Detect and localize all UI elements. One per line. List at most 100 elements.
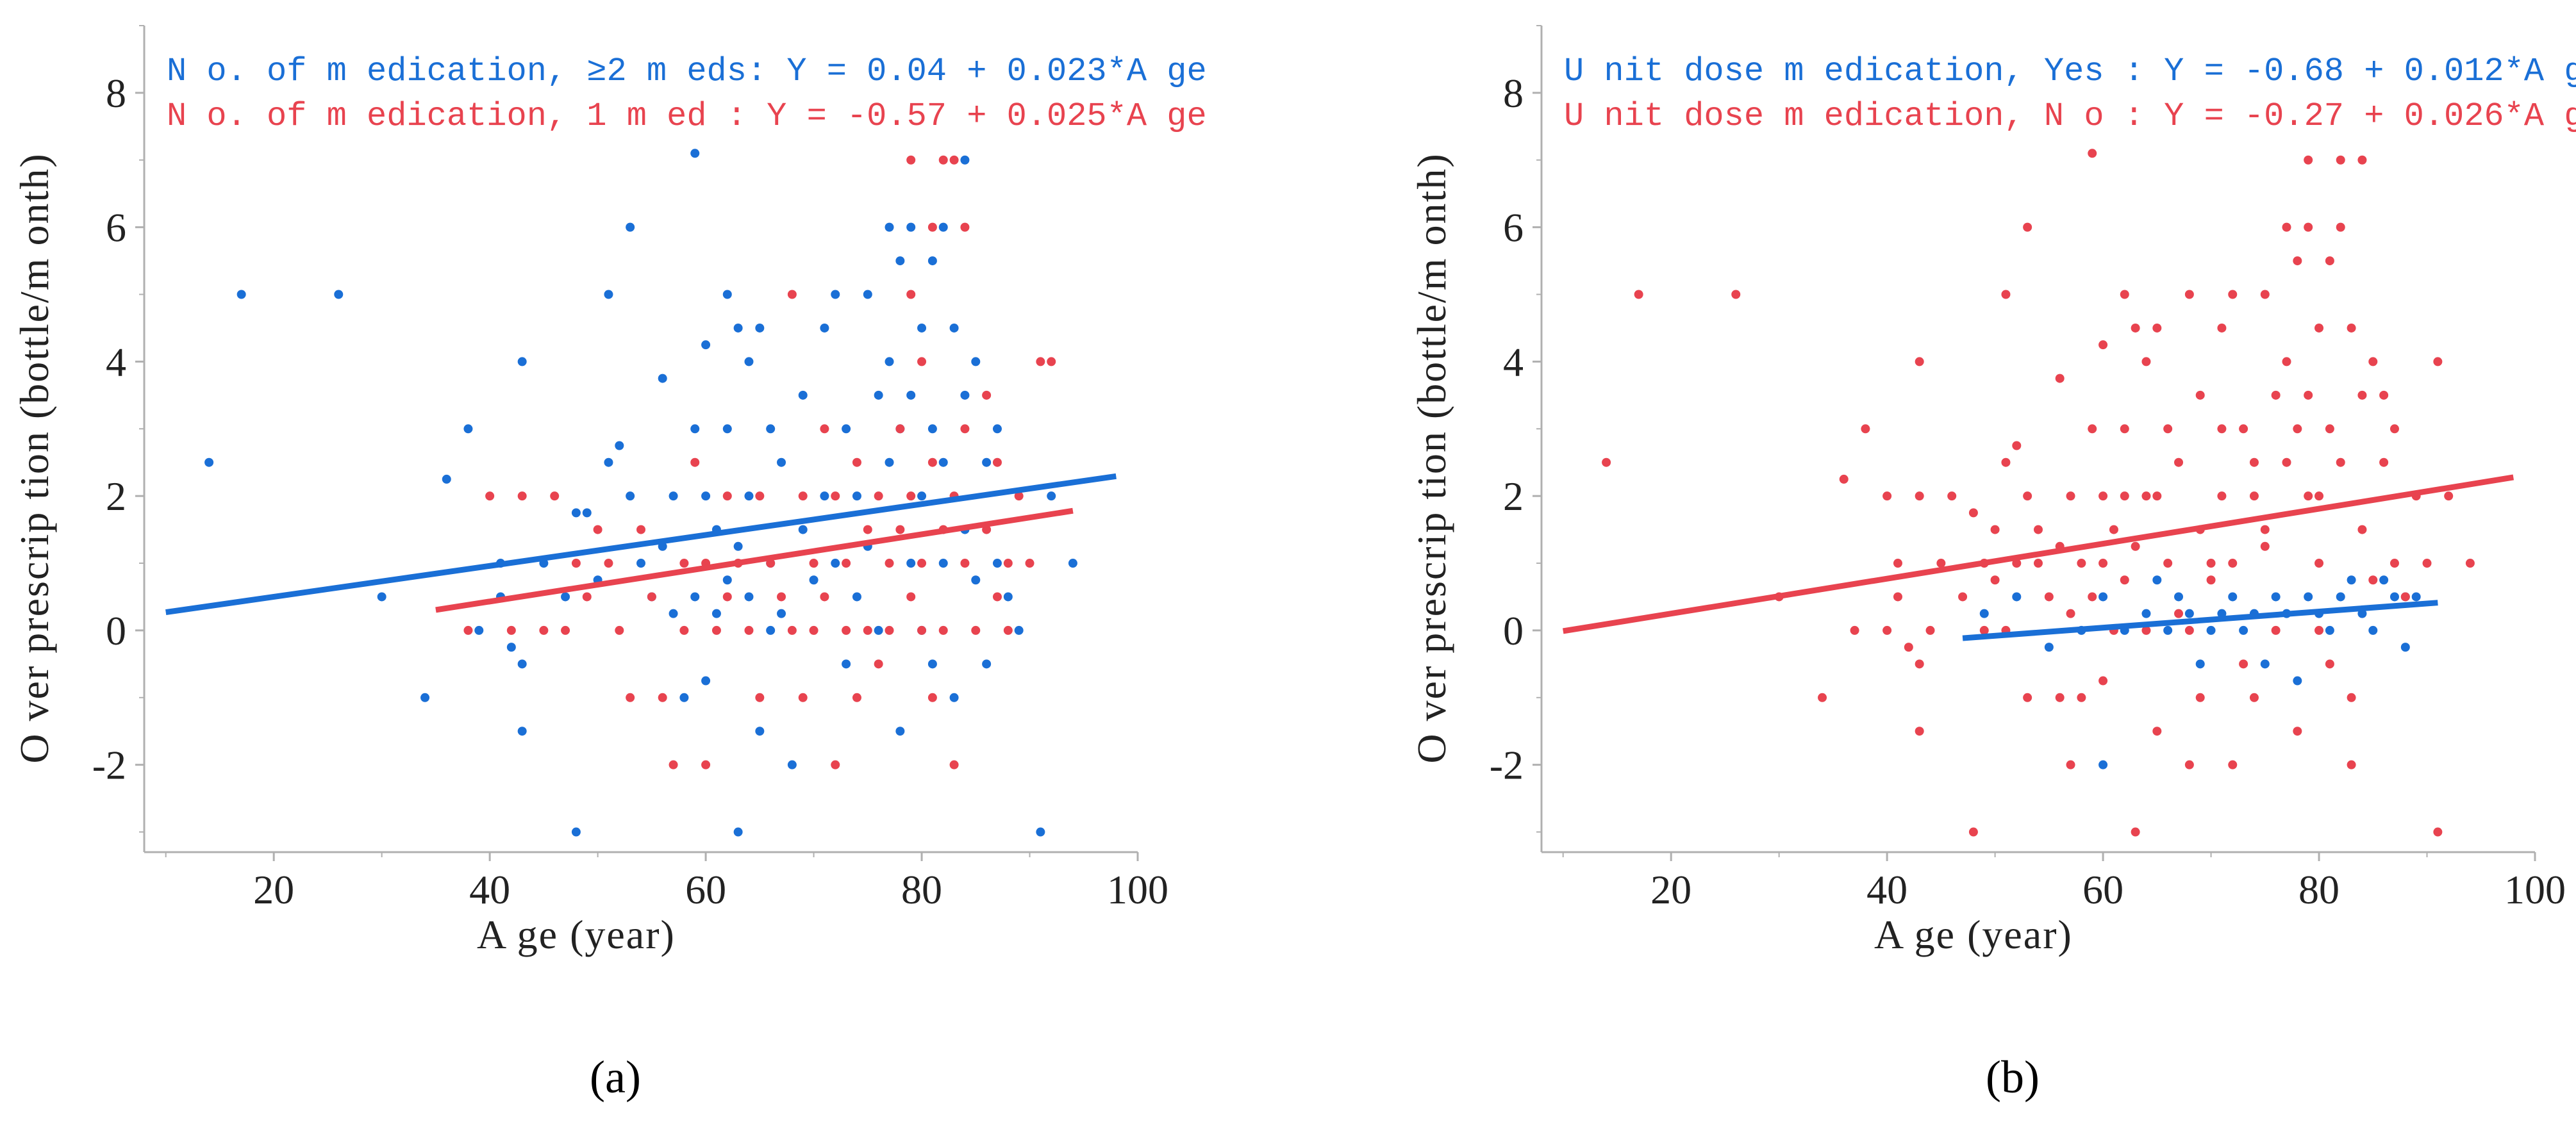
y-tick-label: -2 (1490, 743, 1524, 788)
data-point-red (1925, 625, 1935, 635)
data-point-red (917, 625, 927, 635)
data-point-blue (733, 541, 743, 551)
data-point-red (2304, 155, 2313, 165)
data-point-blue (874, 625, 883, 635)
data-point-red (679, 625, 689, 635)
data-point-red (787, 625, 797, 635)
data-point-red (582, 592, 592, 602)
data-point-red (1861, 424, 1870, 434)
y-tick-label: 6 (106, 205, 126, 251)
data-point-red (2098, 559, 2108, 568)
data-point-blue (669, 609, 678, 618)
data-point-blue (2141, 609, 2151, 618)
data-point-blue (636, 559, 645, 568)
data-point-blue (949, 323, 959, 333)
data-point-red (2088, 149, 2097, 158)
panel-a: 20 40 60 80 100 -2 0 2 4 6 8 A ge (year) O ver presc… (12, 25, 1207, 1103)
data-point-red (2120, 424, 2129, 434)
data-point-blue (561, 592, 570, 602)
data-point-blue (463, 424, 473, 434)
data-point-blue (626, 222, 635, 232)
data-point-red (2304, 390, 2313, 400)
data-point-red (1731, 290, 1741, 299)
data-point-blue (1003, 592, 1013, 602)
data-point-blue (690, 149, 700, 158)
data-point-red (852, 693, 861, 702)
data-point-red (2098, 676, 2108, 686)
data-point-blue (722, 424, 732, 434)
data-point-blue (420, 693, 430, 702)
data-point-red (2314, 323, 2324, 333)
data-point-red (992, 457, 1002, 467)
data-point-red (2141, 625, 2151, 635)
data-point-red (604, 559, 613, 568)
data-point-red (2163, 424, 2173, 434)
data-point-red (949, 155, 959, 165)
data-point-red (2077, 693, 2086, 702)
data-point-blue (906, 559, 916, 568)
data-point-red (2465, 559, 2475, 568)
data-point-red (2131, 323, 2140, 333)
data-point-red (2228, 290, 2238, 299)
data-point-blue (442, 474, 451, 484)
data-point-blue (1979, 609, 1989, 618)
data-point-red (593, 525, 602, 534)
data-point-red (2206, 559, 2216, 568)
data-point-blue (992, 424, 1002, 434)
data-point-blue (906, 222, 916, 232)
data-point-red (2217, 424, 2227, 434)
data-point-blue (927, 256, 937, 266)
data-point-red (2433, 827, 2443, 837)
legend-equation-red: U nit dose m edication, N o : Y = -0.27 … (1564, 97, 2576, 135)
data-point-red (679, 559, 689, 568)
data-point-blue (2347, 575, 2356, 585)
data-point-blue (2368, 625, 2378, 635)
data-point-red (485, 491, 495, 501)
data-point-red (2293, 727, 2302, 736)
panel-label: (a) (590, 1051, 641, 1103)
data-point-red (992, 592, 1002, 602)
data-point-blue (820, 323, 829, 333)
data-point-red (2012, 441, 2022, 450)
y-tick-label: 4 (1503, 339, 1524, 384)
data-point-red (2260, 525, 2270, 534)
data-point-blue (733, 827, 743, 837)
data-point-red (647, 592, 656, 602)
data-point-blue (852, 592, 861, 602)
data-point-blue (2206, 625, 2216, 635)
x-tick-label: 40 (1866, 867, 1907, 912)
legend-equation-blue: U nit dose m edication, Yes : Y = -0.68 … (1564, 53, 2576, 90)
data-point-red (2304, 491, 2313, 501)
data-point-red (463, 625, 473, 635)
data-point-red (2023, 222, 2032, 232)
data-point-blue (960, 155, 970, 165)
data-point-red (960, 424, 970, 434)
y-tick-label: 6 (1503, 205, 1524, 251)
data-point-red (1882, 491, 1892, 501)
data-point-red (885, 625, 894, 635)
data-point-red (1893, 559, 1902, 568)
data-point-blue (766, 625, 776, 635)
data-point-red (2184, 760, 2194, 769)
data-point-red (701, 760, 711, 769)
regression-line-blue (165, 473, 1117, 616)
data-point-red (2249, 491, 2259, 501)
data-point-red (2325, 659, 2334, 669)
data-point-red (1036, 357, 1045, 366)
data-point-red (2066, 609, 2075, 618)
data-point-red (1904, 643, 1913, 652)
data-point-red (722, 592, 732, 602)
panel-b: 20 40 60 80 100 -2 0 2 4 6 8 A ge (year) O ver presc… (1409, 25, 2576, 1103)
data-point-blue (798, 525, 808, 534)
data-point-blue (787, 760, 797, 769)
data-point-red (927, 693, 937, 702)
data-point-red (1915, 357, 1924, 366)
data-point-red (2336, 457, 2345, 467)
data-point-red (798, 491, 808, 501)
data-point-red (1893, 592, 1902, 602)
data-point-red (2239, 659, 2248, 669)
data-point-red (895, 525, 905, 534)
data-point-blue (798, 390, 808, 400)
data-point-blue (615, 441, 624, 450)
data-point-red (2357, 155, 2367, 165)
